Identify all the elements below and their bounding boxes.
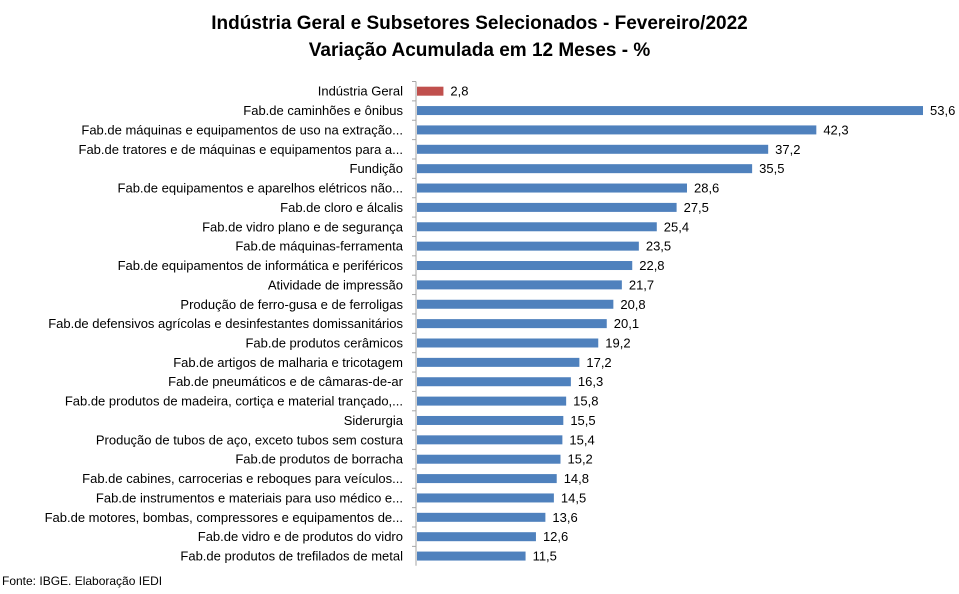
bar bbox=[417, 319, 607, 329]
bar bbox=[417, 377, 571, 387]
bar bbox=[417, 435, 563, 445]
value-label: 21,7 bbox=[629, 277, 654, 292]
category-label: Fab.de tratores e de máquinas e equipame… bbox=[79, 142, 403, 157]
value-label: 14,5 bbox=[561, 490, 586, 505]
bar bbox=[417, 415, 564, 425]
bar bbox=[417, 144, 769, 154]
chart-subtitle: Variação Acumulada em 12 Meses - % bbox=[308, 40, 651, 61]
chart-title: Indústria Geral e Subsetores Selecionado… bbox=[211, 13, 748, 34]
bar bbox=[417, 280, 622, 290]
category-label: Fab.de equipamentos e aparelhos elétrico… bbox=[118, 181, 403, 196]
value-label: 15,2 bbox=[567, 452, 592, 467]
category-label: Fab.de equipamentos de informática e per… bbox=[118, 258, 404, 273]
value-label: 13,6 bbox=[552, 510, 577, 525]
value-label: 20,8 bbox=[620, 297, 645, 312]
category-label: Fab.de vidro plano e de segurança bbox=[202, 219, 404, 234]
value-label: 14,8 bbox=[564, 471, 589, 486]
category-label: Produção de tubos de aço, exceto tubos s… bbox=[96, 432, 404, 447]
category-label: Fab.de artigos de malharia e tricotagem bbox=[173, 355, 403, 370]
bar bbox=[417, 474, 557, 484]
value-label: 15,8 bbox=[573, 394, 598, 409]
category-label: Fab.de vidro e de produtos do vidro bbox=[198, 529, 403, 544]
category-label: Fundição bbox=[350, 161, 403, 176]
category-label: Indústria Geral bbox=[318, 84, 403, 99]
value-label: 42,3 bbox=[823, 122, 848, 137]
value-label: 37,2 bbox=[775, 142, 800, 157]
bar bbox=[417, 222, 657, 232]
category-label: Produção de ferro-gusa e de ferroligas bbox=[180, 297, 403, 312]
value-label: 23,5 bbox=[646, 239, 671, 254]
source-note: Fonte: IBGE. Elaboração IEDI bbox=[2, 574, 163, 588]
bar bbox=[417, 357, 580, 367]
value-label: 16,3 bbox=[578, 374, 603, 389]
category-label: Atividade de impressão bbox=[268, 277, 403, 292]
value-label: 35,5 bbox=[759, 161, 784, 176]
bar bbox=[417, 396, 567, 406]
category-label: Fab.de máquinas e equipamentos de uso na… bbox=[81, 122, 403, 137]
category-label: Fab.de produtos de madeira, cortiça e ma… bbox=[65, 394, 403, 409]
value-label: 20,1 bbox=[614, 316, 639, 331]
category-label: Fab.de pneumáticos e de câmaras-de-ar bbox=[168, 374, 404, 389]
value-label: 12,6 bbox=[543, 529, 568, 544]
bar bbox=[417, 338, 599, 348]
bar bbox=[417, 202, 677, 212]
category-label: Fab.de produtos cerâmicos bbox=[245, 335, 403, 350]
value-label: 25,4 bbox=[664, 219, 689, 234]
bar bbox=[417, 261, 633, 271]
value-label: 17,2 bbox=[586, 355, 611, 370]
bar bbox=[417, 164, 753, 174]
value-label: 19,2 bbox=[605, 335, 630, 350]
category-label: Fab.de cabines, carrocerias e reboques p… bbox=[82, 471, 403, 486]
category-label: Fab.de instrumentos e materiais para uso… bbox=[96, 490, 403, 505]
category-label: Siderurgia bbox=[344, 413, 404, 428]
category-label: Fab.de produtos de trefilados de metal bbox=[180, 549, 403, 564]
value-label: 15,4 bbox=[569, 432, 594, 447]
bar bbox=[417, 493, 554, 503]
bar bbox=[417, 299, 614, 309]
category-label: Fab.de caminhões e ônibus bbox=[243, 103, 403, 118]
value-label: 2,8 bbox=[450, 84, 468, 99]
bar bbox=[417, 241, 639, 251]
bar bbox=[417, 512, 546, 522]
value-label: 27,5 bbox=[684, 200, 709, 215]
bar-highlight bbox=[417, 86, 444, 96]
category-label: Fab.de cloro e álcalis bbox=[280, 200, 403, 215]
chart-title-block: Indústria Geral e Subsetores Selecionado… bbox=[0, 10, 959, 64]
value-label: 15,5 bbox=[570, 413, 595, 428]
bar bbox=[417, 551, 526, 561]
bar bbox=[417, 106, 923, 116]
value-label: 28,6 bbox=[694, 181, 719, 196]
category-label: Fab.de produtos de borracha bbox=[235, 452, 403, 467]
bar bbox=[417, 454, 561, 464]
bar bbox=[417, 532, 536, 542]
bar bbox=[417, 183, 687, 193]
value-label: 11,5 bbox=[533, 549, 557, 564]
category-label: Fab.de máquinas-ferramenta bbox=[235, 239, 403, 254]
category-label: Fab.de motores, bombas, compressores e e… bbox=[45, 510, 403, 525]
bar bbox=[417, 125, 817, 135]
value-label: 22,8 bbox=[639, 258, 664, 273]
value-label: 53,6 bbox=[930, 103, 955, 118]
category-label: Fab.de defensivos agrícolas e desinfesta… bbox=[48, 316, 403, 331]
